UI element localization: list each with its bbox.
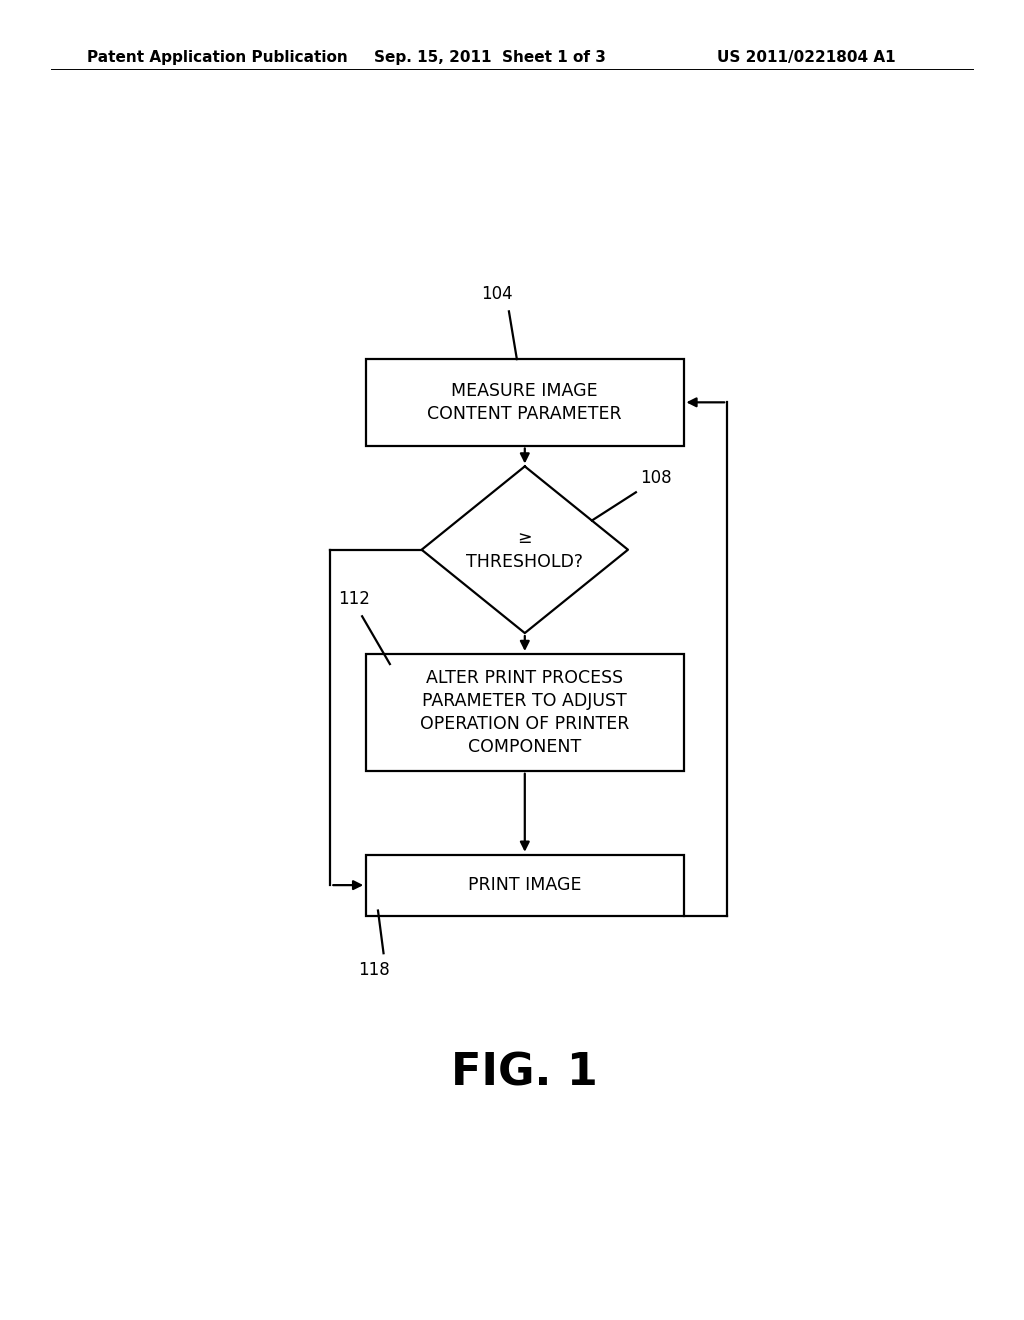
Text: ≥
THRESHOLD?: ≥ THRESHOLD?	[466, 529, 584, 570]
Text: ALTER PRINT PROCESS
PARAMETER TO ADJUST
OPERATION OF PRINTER
COMPONENT: ALTER PRINT PROCESS PARAMETER TO ADJUST …	[420, 669, 630, 755]
Bar	[367, 359, 684, 446]
Text: FIG. 1: FIG. 1	[452, 1052, 598, 1094]
Bar	[367, 653, 684, 771]
Text: Patent Application Publication: Patent Application Publication	[87, 50, 348, 65]
Text: 104: 104	[481, 285, 513, 304]
Text: Sep. 15, 2011  Sheet 1 of 3: Sep. 15, 2011 Sheet 1 of 3	[374, 50, 605, 65]
Text: MEASURE IMAGE
CONTENT PARAMETER: MEASURE IMAGE CONTENT PARAMETER	[427, 381, 623, 422]
Text: PRINT IMAGE: PRINT IMAGE	[468, 876, 582, 894]
Text: US 2011/0221804 A1: US 2011/0221804 A1	[717, 50, 895, 65]
Text: 112: 112	[338, 590, 371, 609]
Bar	[367, 854, 684, 916]
Text: 108: 108	[640, 469, 672, 487]
Text: 118: 118	[358, 961, 390, 979]
